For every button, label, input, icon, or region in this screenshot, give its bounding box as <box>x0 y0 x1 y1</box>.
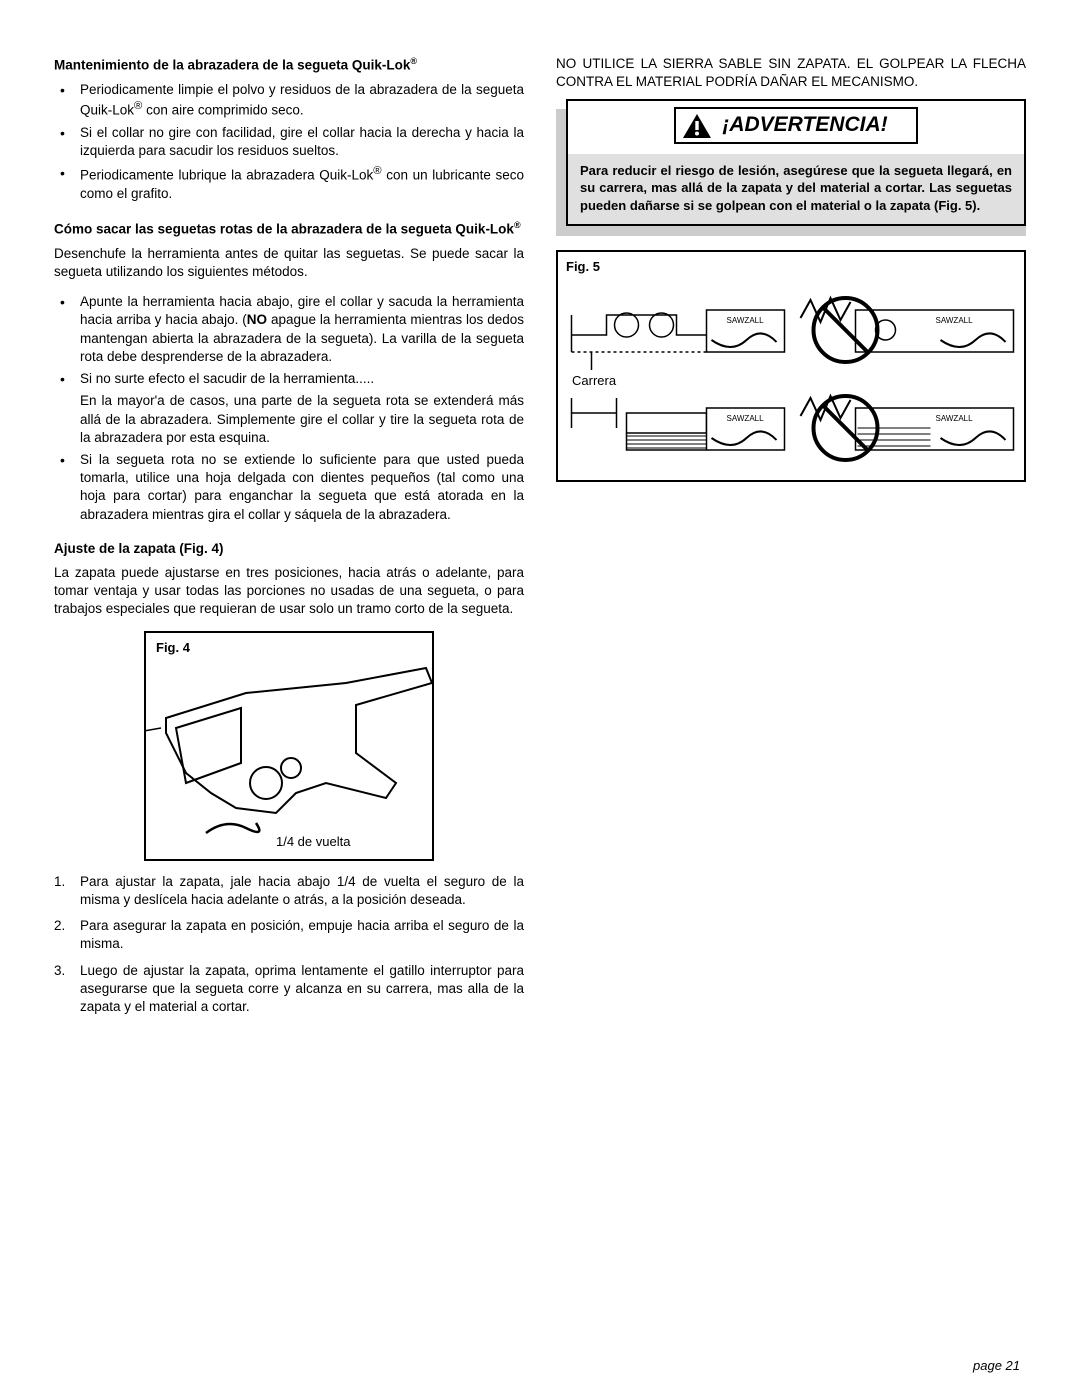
warning-header: ¡ADVERTENCIA! <box>674 107 917 143</box>
removal-list: Apunte la herramienta hacia abajo, gire … <box>54 293 524 524</box>
figure-5: Fig. 5 Carrera SAWZALL <box>556 250 1026 482</box>
maintenance-list: Periodicamente limpie el polvo y residuo… <box>54 81 524 203</box>
removal-heading: Cómo sacar las seguetas rotas de la abra… <box>54 219 524 239</box>
shoe-steps: Para ajustar la zapata, jale hacia abajo… <box>54 873 524 1017</box>
svg-text:SAWZALL: SAWZALL <box>936 414 974 423</box>
list-item: Si no surte efecto el sacudir de la herr… <box>54 370 524 447</box>
fig5-wrong-top: SAWZALL <box>795 280 1016 370</box>
list-item: Si el collar no gire con facilidad, gire… <box>54 124 524 160</box>
warning-box: ¡ADVERTENCIA! Para reducir el riesgo de … <box>556 109 1026 236</box>
warning-body: Para reducir el riesgo de lesión, asegúr… <box>568 154 1024 225</box>
reg-mark: ® <box>410 56 417 66</box>
warning-title: ¡ADVERTENCIA! <box>722 111 887 139</box>
list-item: Apunte la herramienta hacia abajo, gire … <box>54 293 524 366</box>
maintenance-heading: Mantenimiento de la abrazadera de la seg… <box>54 55 524 75</box>
fig4-illustration <box>146 633 436 863</box>
figure-4: Fig. 4 1/4 de vuelta <box>144 631 434 861</box>
list-item: Para ajustar la zapata, jale hacia abajo… <box>54 873 524 909</box>
h1-text: Mantenimiento de la abrazadera de la seg… <box>54 58 410 73</box>
list-item: Para asegurar la zapata en posición, emp… <box>54 917 524 953</box>
list-item: Periodicamente limpie el polvo y residuo… <box>54 81 524 120</box>
list-item: Luego de ajustar la zapata, oprima lenta… <box>54 962 524 1017</box>
fig4-caption: 1/4 de vuelta <box>276 833 350 851</box>
fig5-correct-top: SAWZALL <box>566 280 787 370</box>
no-shoe-warning: NO UTILICE LA SIERRA SABLE SIN ZAPATA. E… <box>556 55 1026 91</box>
fig5-correct-bottom: SAWZALL <box>566 378 787 468</box>
shoe-intro: La zapata puede ajustarse en tres posici… <box>54 564 524 619</box>
svg-text:SAWZALL: SAWZALL <box>727 316 765 325</box>
shoe-heading: Ajuste de la zapata (Fig. 4) <box>54 540 524 558</box>
list-item: Si la segueta rota no se extiende lo suf… <box>54 451 524 524</box>
removal-intro: Desenchufe la herramienta antes de quita… <box>54 245 524 281</box>
fig5-label: Fig. 5 <box>566 258 1016 276</box>
warning-triangle-icon <box>682 113 712 139</box>
page-number: page 21 <box>973 1357 1020 1375</box>
fig5-wrong-bottom: SAWZALL <box>795 378 1016 468</box>
list-item: Periodicamente lubrique la abrazadera Qu… <box>54 164 524 203</box>
svg-text:SAWZALL: SAWZALL <box>936 316 974 325</box>
svg-text:SAWZALL: SAWZALL <box>727 414 765 423</box>
